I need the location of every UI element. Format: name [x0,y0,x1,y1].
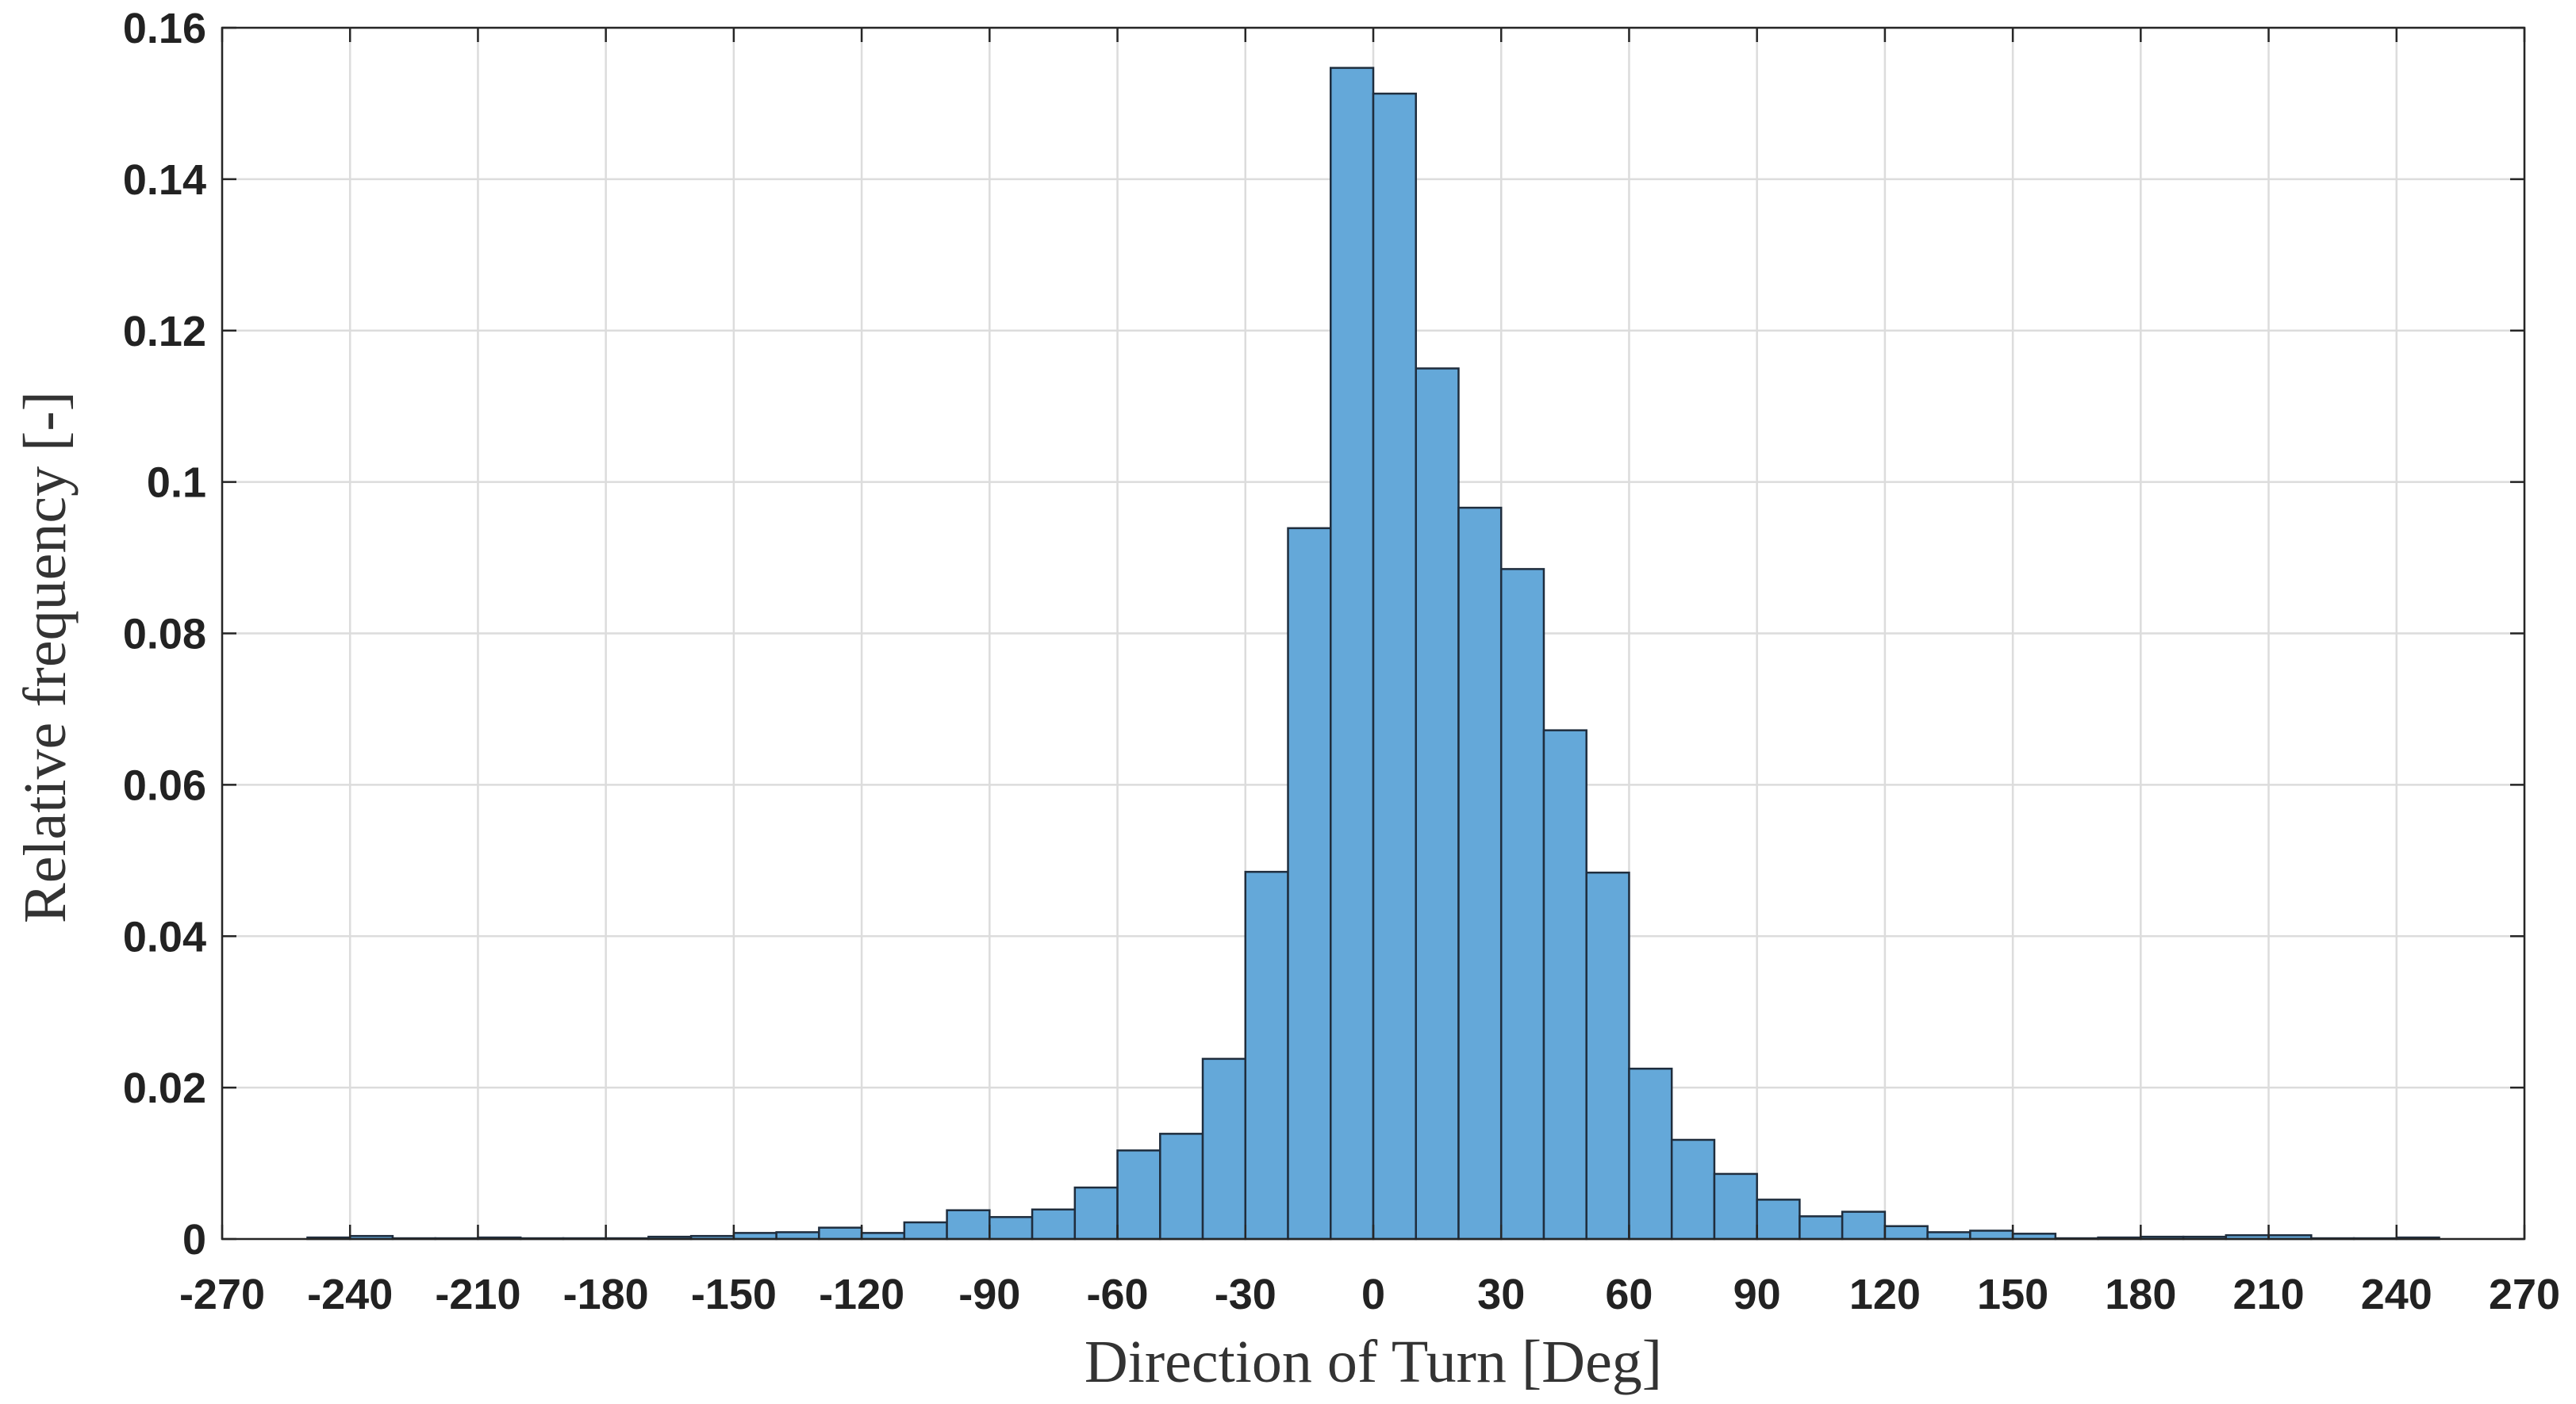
tick-marks [221,26,2526,1241]
histogram-bar [1542,729,1587,1241]
y-tick-label: 0.14 [123,156,206,204]
histogram-bar [1073,1186,1119,1241]
y-tick-label: 0.12 [123,308,206,355]
histogram-bar [1159,1133,1204,1241]
x-axis-label: Direction of Turn [Deg] [1085,1329,1662,1395]
histogram-bar [1585,871,1630,1241]
y-tick-label: 0 [182,1216,206,1264]
histogram-bar [1969,1229,2014,1241]
x-tick-label: 90 [1733,1271,1781,1318]
x-tick-label: 120 [1849,1271,1921,1318]
x-tick-label: -240 [307,1271,393,1318]
x-tick-label: 210 [2233,1271,2305,1318]
histogram-bar [1883,1225,1929,1241]
histogram-bar [1372,92,1417,1241]
histogram-bar [1670,1138,1716,1241]
x-tick-label: -180 [563,1271,649,1318]
histogram-bar [1116,1149,1161,1241]
histogram-bars [306,67,2440,1241]
histogram-bar [1499,568,1545,1241]
y-tick-label: 0.06 [123,761,206,809]
x-tick-label: -210 [435,1271,520,1318]
x-tick-label: 30 [1477,1271,1525,1318]
histogram-bar [818,1226,863,1241]
x-tick-label: -150 [691,1271,777,1318]
histogram-bar [989,1216,1034,1241]
histogram-bar [1713,1172,1758,1241]
x-tick-label: 150 [1977,1271,2048,1318]
histogram-bar [1628,1068,1673,1241]
histogram-bar [1330,67,1375,1241]
histogram-bar [1201,1057,1247,1241]
x-tick-label: -120 [819,1271,904,1318]
y-tick-label: 0.1 [147,459,206,507]
histogram-bar [946,1209,991,1241]
histogram-bar [1287,527,1332,1241]
y-axis-label: Relative frequency [-] [12,391,79,923]
y-tick-label: 0.08 [123,611,206,658]
x-tick-label: 0 [1361,1271,1385,1318]
x-tick-label: 270 [2489,1271,2560,1318]
x-tick-label: -60 [1087,1271,1149,1318]
histogram-bar [903,1221,948,1241]
x-tick-label: -30 [1215,1271,1276,1318]
histogram-bar [1841,1210,1887,1241]
x-tick-labels: -270 -240 -210 -180 -150 -120 -90 -60 -30 0 30 60 90… [179,1271,2560,1318]
histogram-bar [1415,367,1460,1241]
histogram-bar [1031,1208,1077,1241]
x-tick-label: -270 [179,1271,265,1318]
histogram-bar [1799,1215,1844,1241]
y-tick-label: 0.16 [123,5,206,52]
y-tick-label: 0.04 [123,913,206,961]
x-tick-label: 240 [2361,1271,2432,1318]
histogram-bar [1926,1231,1971,1241]
histogram-bar [1244,870,1289,1241]
histogram-bar [775,1231,820,1241]
y-tick-labels: 0 0.02 0.04 0.06 0.08 0.1 0.12 0.14 0.16 [123,5,206,1264]
x-tick-label: 180 [2105,1271,2176,1318]
x-tick-label: 60 [1605,1271,1653,1318]
histogram-bar [1457,506,1503,1241]
x-tick-label: -90 [958,1271,1020,1318]
histogram-bar [1756,1199,1801,1241]
y-tick-label: 0.02 [123,1065,206,1112]
